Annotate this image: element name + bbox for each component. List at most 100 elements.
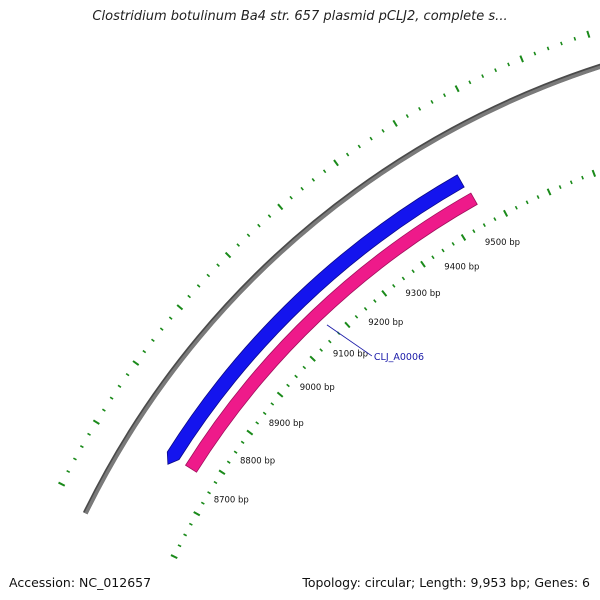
outer-tick xyxy=(442,93,447,98)
inner-tick xyxy=(503,209,509,217)
inner-tick xyxy=(302,365,307,370)
map-title: Clostridium botulinum Ba4 str. 657 plasm… xyxy=(92,9,508,24)
outer-tick xyxy=(246,233,251,238)
reverse-gene-arrow[interactable] xyxy=(184,192,478,473)
inner-tick xyxy=(514,205,518,210)
inner-tick xyxy=(294,374,298,379)
plasmid-backbone xyxy=(84,65,600,515)
inner-tick xyxy=(431,255,435,260)
inner-tick xyxy=(270,402,275,406)
outer-tick xyxy=(533,51,537,56)
outer-tick xyxy=(79,445,84,449)
ruler-label-8900: 8900 bp xyxy=(269,419,304,429)
inner-tick xyxy=(240,440,245,444)
outer-tick xyxy=(481,74,485,79)
outer-tick xyxy=(573,36,577,41)
inner-tick xyxy=(441,248,445,253)
inner-tick xyxy=(525,200,529,205)
ruler-label-8800: 8800 bp xyxy=(240,456,275,466)
outer-tick xyxy=(267,214,272,218)
outer-tick xyxy=(381,128,385,133)
inner-tick xyxy=(381,289,388,297)
ruler-label-9500: 9500 bp xyxy=(485,238,520,248)
inner-tick xyxy=(193,511,201,517)
outer-tick xyxy=(109,396,114,400)
outer-tick xyxy=(277,203,284,211)
inner-tick xyxy=(581,175,584,180)
ruler-label-9100: 9100 bp xyxy=(333,350,368,360)
outer-tick xyxy=(206,273,211,278)
inner-tick xyxy=(373,299,377,303)
outer-tick xyxy=(519,55,524,63)
outer-tick xyxy=(66,469,71,474)
inner-tick xyxy=(213,480,218,485)
outer-tick xyxy=(142,349,147,354)
ruler-label-8700: 8700 bp xyxy=(214,496,249,506)
outer-tick xyxy=(58,481,66,487)
inner-tick xyxy=(363,306,368,311)
outer-tick xyxy=(196,284,201,288)
inner-tick xyxy=(262,411,267,416)
inner-tick xyxy=(591,169,597,177)
inner-tick-ring xyxy=(170,169,597,560)
inner-tick xyxy=(420,260,426,268)
inner-tick xyxy=(472,229,476,234)
forward-gene-arrow[interactable] xyxy=(166,174,465,465)
outer-tick xyxy=(151,338,155,343)
inner-tick xyxy=(401,276,406,281)
inner-tick xyxy=(451,241,455,246)
inner-tick xyxy=(344,321,351,329)
outer-tick xyxy=(405,114,409,118)
accession-label: Accession: NC_012657 xyxy=(9,575,152,590)
inner-tick xyxy=(354,314,359,319)
inner-tick xyxy=(246,429,254,436)
inner-tick xyxy=(319,348,323,352)
outer-tick xyxy=(92,419,100,425)
inner-tick xyxy=(309,355,316,362)
outer-tick xyxy=(357,144,361,149)
outer-tick xyxy=(345,152,350,157)
inner-tick xyxy=(546,188,552,196)
outer-tick xyxy=(117,384,122,388)
outer-tick xyxy=(322,169,327,174)
ruler-label-9000: 9000 bp xyxy=(300,383,335,393)
outer-tick xyxy=(369,136,373,141)
inner-tick xyxy=(200,501,205,505)
outer-tick xyxy=(392,119,398,127)
outer-tick xyxy=(236,243,240,247)
inner-tick xyxy=(233,450,238,454)
backbone-shadow xyxy=(82,63,600,515)
outer-tick xyxy=(507,62,511,67)
inner-tick xyxy=(177,544,182,548)
inner-tick xyxy=(460,233,467,241)
inner-tick xyxy=(255,421,260,425)
outer-tick xyxy=(176,304,184,311)
inner-tick xyxy=(558,185,562,189)
outer-tick xyxy=(546,46,550,51)
outer-tick xyxy=(125,372,130,377)
outer-tick xyxy=(418,106,422,111)
outer-tick xyxy=(586,30,591,38)
inner-tick xyxy=(170,554,178,560)
outer-tick xyxy=(101,408,106,412)
map-summary: Topology: circular; Length: 9,953 bp; Ge… xyxy=(302,575,590,590)
gene-label-leader xyxy=(326,324,373,357)
inner-tick xyxy=(226,460,231,464)
outer-tick-ring xyxy=(58,30,591,487)
outer-tick xyxy=(468,80,472,85)
inner-tick xyxy=(482,223,486,228)
outer-tick xyxy=(216,263,220,267)
outer-tick xyxy=(224,251,232,259)
inner-tick xyxy=(218,469,226,476)
outer-tick xyxy=(333,159,339,167)
gene-label-clj-a0006[interactable]: CLJ_A0006 xyxy=(374,352,424,363)
inner-tick xyxy=(569,180,573,185)
inner-tick xyxy=(188,522,193,526)
outer-tick xyxy=(132,360,140,366)
outer-tick xyxy=(187,294,191,299)
inner-tick xyxy=(536,195,540,199)
inner-tick xyxy=(207,491,211,495)
ruler-labels: 8700 bp 8800 bp 8900 bp 9000 bp 9100 bp 9200 … xyxy=(214,238,520,506)
inner-tick xyxy=(493,217,497,222)
outer-tick xyxy=(300,186,304,191)
